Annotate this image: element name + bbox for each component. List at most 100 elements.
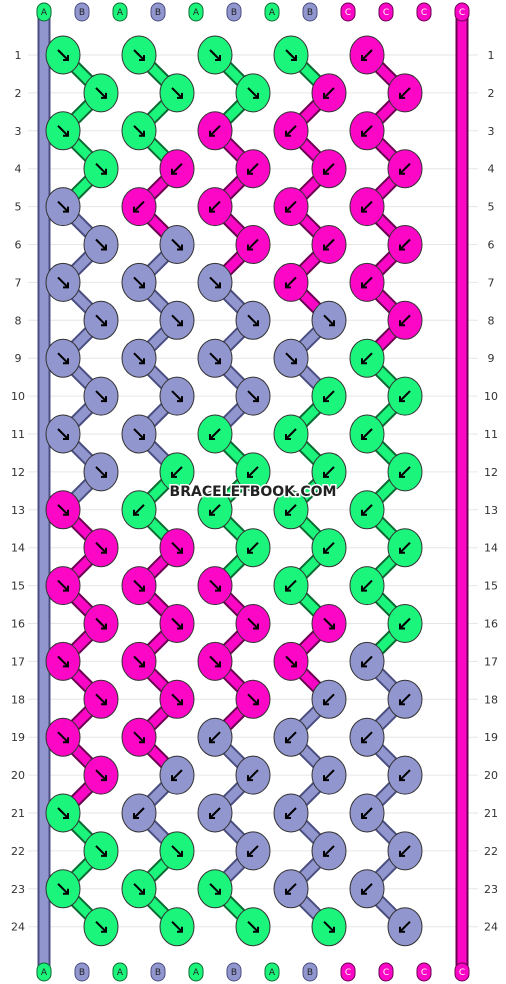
knot-backward	[197, 414, 233, 454]
strand-label-top-pill	[340, 2, 356, 22]
knot-arrow-shaft	[57, 579, 69, 592]
knot-arrow-head	[177, 926, 183, 933]
knot-backward	[387, 679, 423, 719]
watermark-text: BRACELETBOOK.COM	[170, 484, 337, 500]
knot-backward	[311, 831, 347, 871]
knot-arrow-shaft	[95, 920, 107, 933]
knot-arrow-shaft	[361, 428, 373, 440]
knot-arrow-head	[139, 55, 145, 61]
strand-label-bottom-pill	[112, 962, 128, 982]
row-label-left: 7	[15, 276, 22, 289]
knot-forward	[311, 300, 347, 340]
knot-arrow-head	[215, 585, 221, 592]
knot-forward	[159, 225, 195, 264]
row-label-left: 1	[15, 49, 22, 62]
strand-label-bottom-letter: A	[41, 968, 48, 978]
knot-forward	[121, 717, 157, 757]
knot-backward	[121, 490, 157, 530]
row-label-left: 8	[15, 314, 22, 327]
knot-backward	[311, 755, 347, 795]
knot-arrow-head	[101, 926, 107, 933]
knot-backward	[387, 300, 423, 340]
knot-backward	[235, 452, 271, 492]
knot-arrow-shaft	[171, 693, 183, 706]
strand-label-bottom-pill	[302, 962, 318, 982]
knot-forward	[159, 300, 195, 340]
knot-arrow-head	[177, 623, 183, 630]
knot-arrow-head	[399, 320, 405, 327]
knot-forward	[45, 641, 81, 681]
knot-forward	[45, 262, 81, 302]
knot-arrow-shaft	[247, 920, 259, 933]
knot-arrow-head	[285, 130, 291, 137]
knot-arrow-shaft	[323, 162, 335, 175]
knot-backward	[273, 793, 309, 833]
knot-forward	[197, 641, 233, 681]
knot-arrow-shaft	[209, 807, 221, 819]
knot-arrow-head	[101, 471, 107, 478]
strand-label-bottom-letter: C	[421, 968, 427, 978]
knot-arrow-head	[139, 434, 145, 440]
strand-label-top-letter: C	[459, 8, 465, 18]
strand-label-top-pill	[416, 2, 432, 22]
knot-arrow-head	[133, 206, 139, 213]
knot-arrow-shaft	[171, 390, 183, 402]
knot-arrow-shaft	[133, 49, 145, 61]
knot-backward	[311, 679, 347, 719]
strand-label-top-letter: B	[79, 8, 85, 18]
knot-arrow-shaft	[247, 390, 259, 402]
knot-arrow-head	[133, 813, 139, 819]
row-label-right: 7	[488, 276, 495, 289]
knot-arrow-shaft	[323, 920, 335, 933]
strand-label-bottom-pill	[226, 962, 242, 982]
knot-arrow-shaft	[399, 617, 411, 630]
knot-arrow-shaft	[361, 276, 373, 289]
knot-arrow-head	[399, 92, 405, 99]
strand-label-bottom: C	[378, 962, 394, 982]
knot-arrow-head	[361, 206, 367, 213]
knot-forward	[311, 604, 347, 643]
knot-arrow-head	[285, 737, 291, 744]
knot-arrow-head	[361, 358, 367, 365]
knot-arrow-head	[101, 92, 107, 99]
knot-backward	[349, 35, 385, 75]
knot-forward	[235, 300, 271, 340]
knot-arrow-shaft	[171, 541, 183, 554]
knot-arrow-head	[101, 850, 107, 857]
knot-arrow-shaft	[133, 504, 145, 516]
knot-arrow-shaft	[209, 655, 221, 668]
knot-backward	[311, 452, 347, 492]
strand-label-bottom: B	[226, 962, 242, 982]
knot-arrow-shaft	[399, 87, 411, 99]
knot-arrow-head	[323, 699, 329, 706]
knot-backward	[311, 376, 347, 416]
knot-arrow-head	[323, 244, 329, 251]
knot-arrow-shaft	[57, 49, 69, 61]
strand-label-bottom-letter: A	[117, 968, 124, 978]
knot-arrow-shaft	[133, 200, 145, 213]
knot-arrow-head	[253, 92, 259, 99]
knot-arrow-shaft	[399, 541, 411, 554]
strand-label-bottom-letter: B	[307, 968, 313, 978]
knot-arrow-head	[285, 509, 291, 516]
knot-arrow-head	[177, 92, 183, 99]
knot-forward	[235, 73, 271, 113]
row-label-right: 5	[488, 201, 495, 214]
strand-label-top-letter: C	[383, 8, 389, 18]
knot-forward	[83, 452, 119, 492]
row-label-left: 3	[15, 125, 22, 138]
knot-arrow-shaft	[95, 390, 107, 402]
knot-arrow-head	[101, 396, 107, 403]
knot-forward	[83, 528, 119, 568]
knot-arrow-head	[329, 320, 335, 327]
knot-arrow-head	[63, 282, 69, 289]
knot-arrow-shaft	[57, 428, 69, 440]
strand-label-bottom: B	[150, 962, 166, 982]
knot-forward	[45, 35, 81, 75]
row-label-left: 9	[15, 352, 22, 365]
knot-forward	[83, 300, 119, 340]
knot-arrow-head	[285, 434, 291, 440]
knot-arrow-shaft	[399, 920, 411, 933]
strand-label-bottom-pill	[378, 962, 394, 982]
strand-label-top-pill	[150, 2, 166, 22]
